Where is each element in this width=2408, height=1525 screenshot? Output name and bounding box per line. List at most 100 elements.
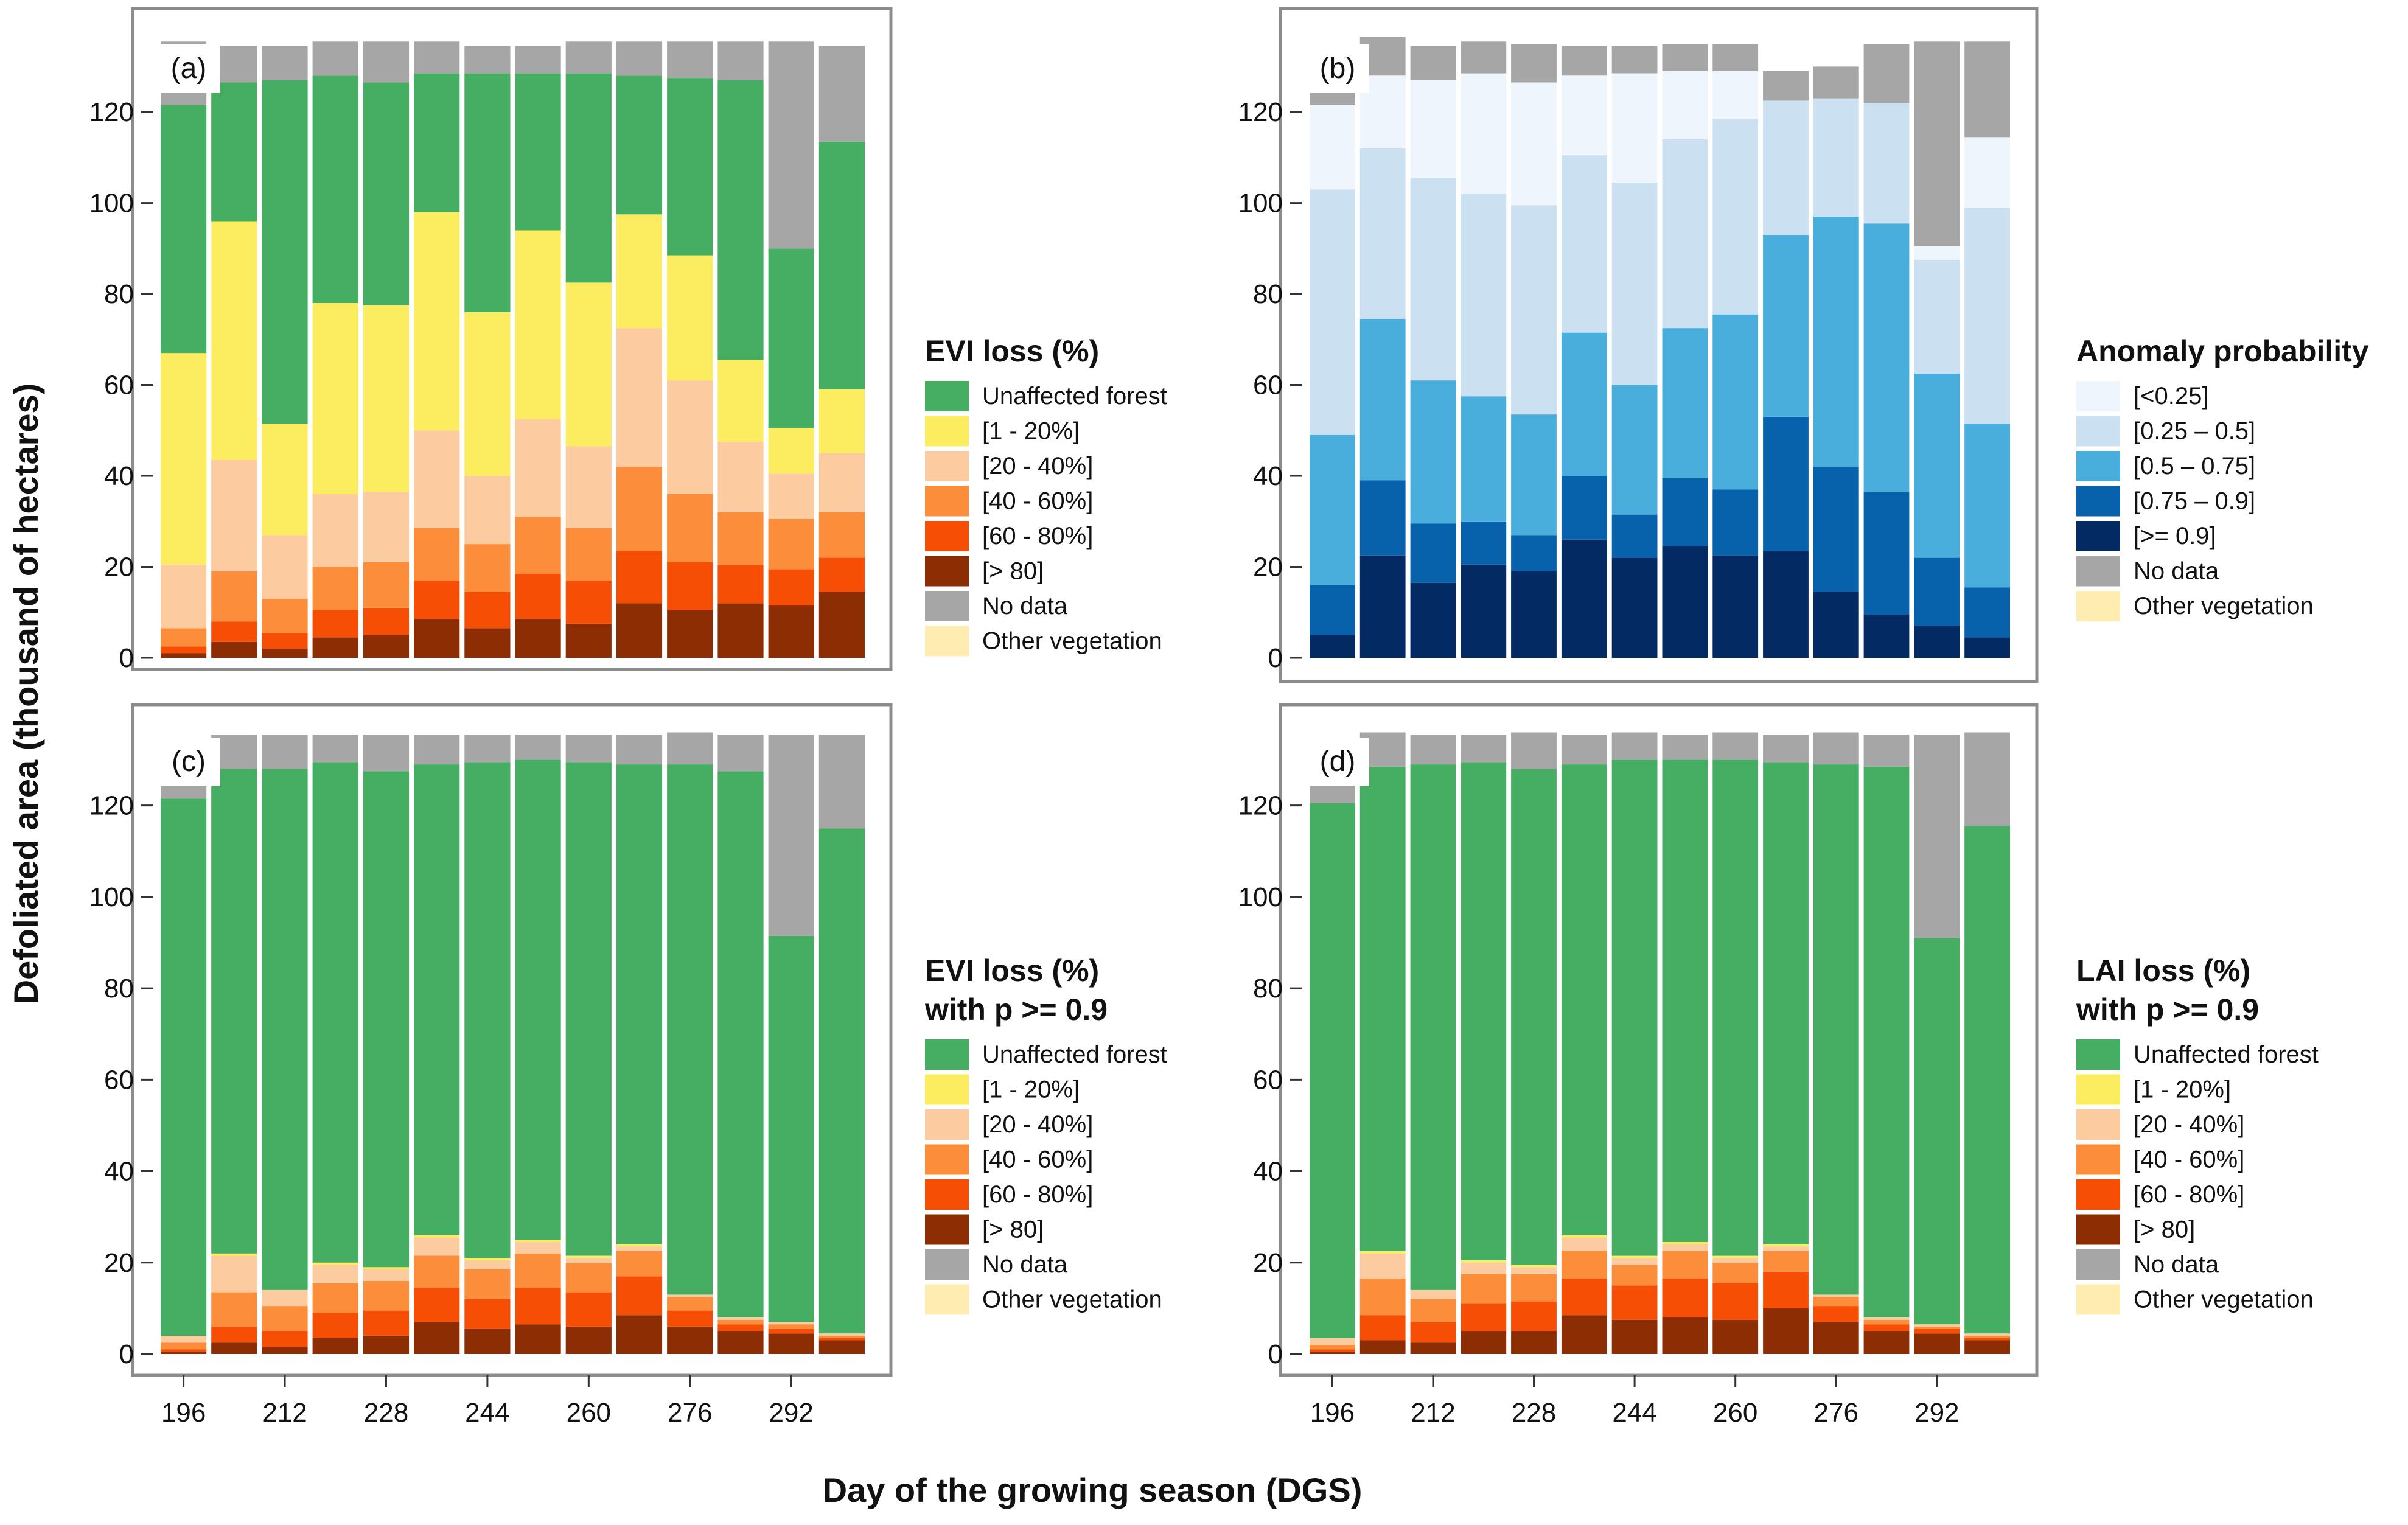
bar-segment [1359, 1253, 1406, 1279]
legend-key [925, 1284, 969, 1315]
bar-segment [1712, 119, 1759, 315]
bar-segment [312, 610, 358, 638]
bar-segment [1461, 1260, 1507, 1263]
bar-segment [1763, 234, 1809, 417]
bar-segment [768, 1324, 814, 1329]
bar-segment [1662, 1317, 1708, 1354]
bar-segment [1914, 1328, 1960, 1334]
bar-segment [312, 567, 358, 610]
legend-key [925, 521, 969, 551]
legend-title: EVI loss (%) [925, 954, 1099, 988]
y-tick-label: 80 [104, 279, 134, 309]
bar-segment [1662, 1242, 1708, 1244]
y-tick-label: 0 [119, 643, 134, 673]
bar-segment [161, 1342, 207, 1350]
bar-segment [1964, 826, 2010, 1334]
bar-segment [667, 1326, 713, 1354]
legend-label: No data [2134, 558, 2219, 585]
y-tick-label: 60 [1253, 1065, 1283, 1095]
bar-segment [464, 1260, 511, 1269]
bar-segment [211, 1253, 257, 1256]
legend-key [925, 1109, 969, 1140]
bar-segment [1813, 732, 1859, 765]
y-tick-label: 80 [1253, 974, 1283, 1003]
bar-segment [818, 46, 865, 142]
bar-segment [262, 46, 308, 80]
bar-segment [667, 1310, 713, 1327]
bar-segment [1310, 189, 1355, 435]
bar-segment [768, 428, 814, 474]
bar-segment [667, 610, 713, 658]
bar-segment [1712, 1262, 1759, 1283]
bar-segment [1763, 1271, 1809, 1308]
bar-segment [515, 1240, 561, 1242]
bar-segment [312, 735, 358, 762]
x-tick-label: 212 [1411, 1398, 1455, 1428]
bar-segment [1611, 183, 1658, 385]
y-tick-label: 100 [1238, 189, 1283, 218]
bar-segment [565, 1255, 612, 1258]
x-tick-label: 196 [161, 1398, 206, 1428]
legend-label: [1 - 20%] [2134, 1077, 2231, 1103]
bar-segment [1310, 105, 1355, 190]
bar-segment [565, 73, 612, 283]
bar-segment [1863, 615, 1910, 658]
legend-label: [60 - 80%] [982, 523, 1093, 550]
bar-segment [1964, 1333, 2010, 1336]
bar-segment [1611, 1255, 1658, 1258]
bar-segment [211, 1342, 257, 1354]
legend-key [2076, 486, 2120, 517]
legend-key [925, 591, 969, 621]
bar-segment [414, 528, 460, 581]
bar-segment [414, 1255, 460, 1288]
bar-segment [1410, 380, 1456, 524]
bar-segment [818, 1340, 865, 1354]
bar-segment [768, 1322, 814, 1325]
bar-segment [818, 1336, 865, 1338]
bar-segment [1863, 44, 1910, 103]
bar-segment [211, 1326, 257, 1343]
bars [161, 41, 865, 658]
bar-segment [1964, 424, 2010, 588]
x-tick-label: 196 [1310, 1398, 1355, 1428]
bar-segment [1914, 735, 1960, 938]
bar-segment [312, 494, 358, 567]
panel-c: (c) 0 20 40 60 80 100 120 196 212 228 244 260 276 292 E… [89, 703, 1167, 1428]
bar-segment [1813, 1306, 1859, 1322]
bar-segment [1310, 803, 1355, 1338]
bar-segment [1511, 1267, 1557, 1274]
bar-segment [161, 105, 207, 354]
y-tick-label: 100 [89, 189, 134, 218]
bar-segment [1561, 1279, 1607, 1316]
legend-key [2076, 591, 2120, 621]
bar-segment [616, 735, 663, 764]
x-tick-label: 276 [1814, 1398, 1858, 1428]
bar-segment [1611, 732, 1658, 760]
bar-segment [1511, 1265, 1557, 1268]
legend-key [2076, 1039, 2120, 1070]
bar-segment [1561, 1237, 1607, 1251]
bar-segment [565, 41, 612, 74]
legend: Anomaly probability [<0.25] [0.25 – 0.5] [0… [2076, 334, 2369, 621]
bars [161, 732, 865, 1354]
bar-segment [515, 517, 561, 574]
bar-segment [768, 248, 814, 428]
x-tick-label: 276 [668, 1398, 712, 1428]
bar-segment [1712, 1258, 1759, 1263]
bar-segment [1712, 1319, 1759, 1354]
legend-key [925, 1249, 969, 1280]
bar-segment [464, 1269, 511, 1299]
bar-segment [1310, 635, 1355, 658]
bar-segment [565, 1258, 612, 1263]
bar-segment [1561, 539, 1607, 658]
y-tick-label: 20 [1253, 553, 1283, 582]
bar-segment [1662, 1244, 1708, 1251]
bar-segment [1359, 1340, 1406, 1354]
bar-segment [1662, 139, 1708, 329]
bar-segment [565, 1262, 612, 1293]
bar-segment [768, 935, 814, 1322]
bar-segment [1561, 735, 1607, 764]
bar-segment [262, 1289, 308, 1307]
bar-segment [565, 735, 612, 762]
legend-label: [> 80] [982, 1216, 1044, 1243]
